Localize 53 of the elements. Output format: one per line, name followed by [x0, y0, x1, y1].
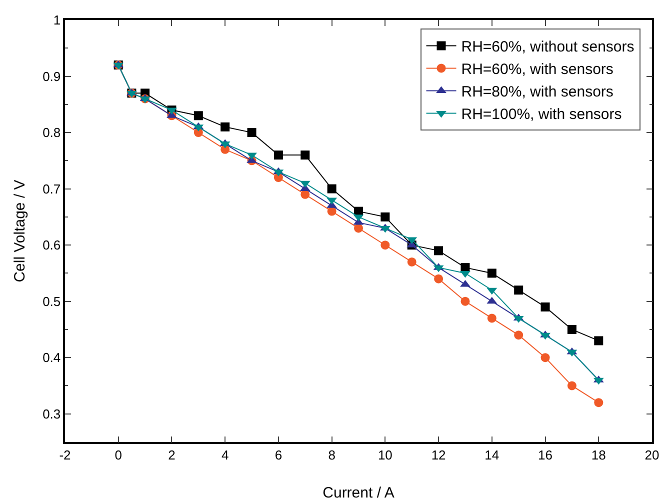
point — [460, 296, 470, 306]
point — [247, 128, 256, 138]
point — [407, 257, 416, 266]
x-tick-label: -2 — [59, 447, 71, 462]
y-tick-label: 0.9 — [42, 68, 61, 84]
point — [327, 206, 336, 216]
point — [540, 353, 550, 362]
x-axis-title: Current / A — [322, 484, 394, 502]
point — [434, 246, 444, 256]
point — [246, 152, 257, 160]
x-tick-label: 14 — [484, 447, 500, 462]
y-tick-label: 0.7 — [42, 181, 61, 196]
y-tick-label: 0.8 — [42, 125, 61, 140]
x-tick-label: 12 — [431, 447, 446, 462]
point — [274, 150, 283, 160]
point — [594, 398, 604, 408]
point — [487, 268, 496, 278]
x-tick-label: 10 — [378, 447, 392, 462]
y-tick-label: 0.6 — [42, 238, 61, 253]
point — [487, 314, 496, 323]
legend-label: RH=60%, with sensors — [461, 61, 614, 78]
y-tick-label: 0.5 — [42, 294, 61, 309]
x-tick-label: 8 — [328, 447, 336, 462]
point — [380, 212, 390, 222]
x-tick-label: 16 — [538, 447, 553, 462]
point — [327, 184, 336, 194]
x-tick-label: 20 — [644, 447, 660, 462]
y-tick-label: 0.3 — [42, 406, 61, 422]
legend-label: RH=100%, with sensors — [461, 106, 622, 124]
point — [300, 150, 310, 160]
point — [220, 122, 230, 132]
point — [594, 336, 604, 346]
x-tick-label: 6 — [274, 447, 282, 462]
point — [380, 240, 390, 250]
x-tick-label: 4 — [221, 447, 229, 462]
point — [514, 286, 524, 295]
x-tick-label: 2 — [168, 447, 176, 462]
x-tick-label: 0 — [114, 447, 122, 462]
legend-label: RH=60%, without sensors — [461, 38, 634, 56]
point — [194, 111, 203, 120]
point — [434, 274, 444, 284]
legend-label: RH=80%, with sensors — [461, 84, 614, 101]
point — [514, 330, 524, 340]
point — [540, 332, 550, 340]
point — [460, 270, 470, 278]
y-axis-title: Cell Voltage / V — [12, 180, 28, 282]
point — [540, 302, 550, 312]
y-tick-label: 1 — [53, 12, 61, 28]
x-tick-label: 18 — [591, 447, 606, 462]
point — [567, 381, 576, 390]
point — [567, 324, 576, 334]
point — [460, 280, 470, 287]
y-tick-label: 0.4 — [42, 350, 61, 366]
